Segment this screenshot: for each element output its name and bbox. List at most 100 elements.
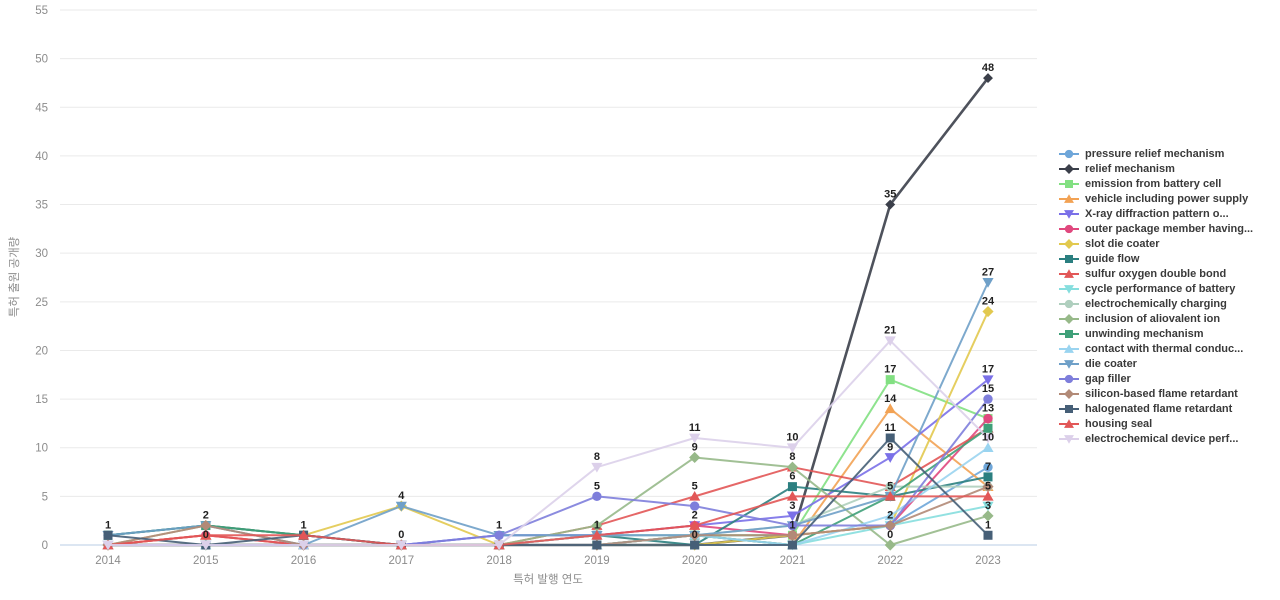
legend-item-electrochemical-device-perf[interactable]: electrochemical device perf...	[1058, 433, 1278, 445]
data-point-marker	[1064, 285, 1074, 294]
data-point-marker	[591, 462, 603, 473]
data-point-marker	[983, 394, 993, 404]
legend-item-pressure-relief-mechanism[interactable]: pressure relief mechanism	[1058, 148, 1278, 160]
point-label: 0	[692, 529, 698, 541]
x-tick-label: 2022	[877, 555, 903, 567]
point-label: 5	[594, 480, 600, 492]
legend-item-housing-seal[interactable]: housing seal	[1058, 418, 1278, 430]
data-point-marker	[200, 519, 212, 532]
point-label: 8	[594, 451, 600, 463]
legend-label: cycle performance of battery	[1085, 283, 1236, 295]
y-tick-label: 30	[35, 248, 48, 260]
point-label: 4	[398, 490, 405, 502]
point-label: 14	[884, 393, 897, 405]
data-point-marker	[982, 501, 994, 512]
point-label: 0	[203, 529, 209, 541]
y-tick-label: 45	[35, 102, 48, 114]
legend-item-emission-from-battery-cell[interactable]: emission from battery cell	[1058, 178, 1278, 190]
point-label: 1	[789, 519, 795, 531]
data-point-marker	[786, 443, 799, 454]
legend-item-contact-with-thermal-conduc[interactable]: contact with thermal conduc...	[1058, 343, 1278, 355]
x-tick-label: 2021	[780, 555, 806, 567]
legend-item-x-ray-diffraction-pattern-o[interactable]: X-ray diffraction pattern o...	[1058, 208, 1278, 220]
legend-item-halogenated-flame-retardant[interactable]: halogenated flame retardant	[1058, 403, 1278, 415]
point-label: 1	[300, 519, 306, 531]
legend-label: silicon-based flame retardant	[1085, 388, 1238, 400]
legend-label: relief mechanism	[1085, 163, 1175, 175]
y-tick-label: 50	[35, 54, 48, 66]
legend-label: halogenated flame retardant	[1085, 403, 1233, 415]
series-relief-mechanism	[103, 73, 993, 550]
legend-item-slot-die-coater[interactable]: slot die coater	[1058, 238, 1278, 250]
halogenated-flame-retardant-marker-icon	[1059, 405, 1079, 413]
x-tick-label: 2016	[291, 555, 317, 567]
data-point-marker	[982, 490, 994, 501]
data-point-marker	[689, 451, 701, 464]
legend-label: vehicle including power supply	[1085, 193, 1249, 205]
point-label: 5	[887, 480, 893, 492]
housing-seal-marker-icon	[1059, 419, 1079, 428]
gridlines	[60, 9, 1037, 546]
series-die-coater	[102, 278, 994, 551]
point-label: 1	[594, 519, 600, 531]
legend-item-inclusion-of-aliovalent-ion[interactable]: inclusion of aliovalent ion	[1058, 313, 1278, 325]
data-point-marker	[885, 433, 895, 443]
point-label: 1	[985, 519, 991, 531]
data-point-marker	[884, 510, 896, 521]
data-point-marker	[1064, 299, 1074, 309]
data-point-marker	[983, 530, 993, 540]
point-label: 8	[789, 451, 795, 463]
legend-item-gap-filler[interactable]: gap filler	[1058, 373, 1278, 385]
series-emission-from-battery-cell	[103, 375, 993, 550]
data-point-marker	[787, 482, 797, 492]
point-label: 2	[692, 510, 698, 522]
data-point-marker	[591, 529, 603, 540]
emission-from-battery-cell-marker-icon	[1059, 180, 1079, 188]
legend-label: gap filler	[1085, 373, 1131, 385]
point-label: 2	[203, 510, 209, 522]
point-label: 3	[789, 500, 795, 512]
legend-item-silicon-based-flame-retardant[interactable]: silicon-based flame retardant	[1058, 388, 1278, 400]
y-tick-label: 5	[42, 491, 48, 503]
data-point-marker	[1065, 330, 1073, 338]
data-point-marker	[1064, 314, 1074, 324]
y-tick-label: 55	[35, 5, 48, 17]
gap-filler-marker-icon	[1059, 374, 1079, 384]
legend-label: unwinding mechanism	[1085, 328, 1204, 340]
legend-label: guide flow	[1085, 253, 1140, 265]
data-point-marker	[493, 540, 505, 551]
data-point-marker	[591, 519, 603, 532]
legend-item-electrochemically-charging[interactable]: electrochemically charging	[1058, 298, 1278, 310]
point-label: 5	[692, 480, 698, 492]
legend-item-cycle-performance-of-battery[interactable]: cycle performance of battery	[1058, 283, 1278, 295]
data-point-marker	[983, 423, 993, 433]
legend-item-die-coater[interactable]: die coater	[1058, 358, 1278, 370]
point-label: 11	[884, 422, 896, 434]
point-label: 9	[692, 441, 698, 453]
data-point-marker	[982, 433, 994, 444]
data-point-marker	[1064, 164, 1074, 174]
data-point-marker	[1064, 360, 1074, 369]
legend-label: electrochemical device perf...	[1085, 433, 1239, 445]
contact-with-thermal-conduc-marker-icon	[1059, 344, 1079, 353]
point-label: 7	[985, 461, 991, 473]
legend-item-unwinding-mechanism[interactable]: unwinding mechanism	[1058, 328, 1278, 340]
data-point-marker	[1065, 255, 1073, 263]
point-label: 17	[982, 364, 994, 376]
point-label: 35	[884, 189, 896, 201]
legend-item-relief-mechanism[interactable]: relief mechanism	[1058, 163, 1278, 175]
legend-item-vehicle-including-power-supply[interactable]: vehicle including power supply	[1058, 193, 1278, 205]
outer-package-member-having-marker-icon	[1059, 224, 1079, 234]
data-point-marker	[102, 540, 114, 551]
data-point-marker	[1064, 210, 1074, 219]
legend-label: contact with thermal conduc...	[1085, 343, 1244, 355]
legend-item-sulfur-oxygen-double-bond[interactable]: sulfur oxygen double bond	[1058, 268, 1278, 280]
electrochemical-device-perf-marker-icon	[1059, 435, 1079, 444]
point-label: 1	[496, 519, 502, 531]
point-label: 3	[985, 500, 991, 512]
point-label: 9	[887, 441, 893, 453]
legend-item-outer-package-member-having[interactable]: outer package member having...	[1058, 223, 1278, 235]
data-point-marker	[297, 529, 310, 540]
legend-item-guide-flow[interactable]: guide flow	[1058, 253, 1278, 265]
